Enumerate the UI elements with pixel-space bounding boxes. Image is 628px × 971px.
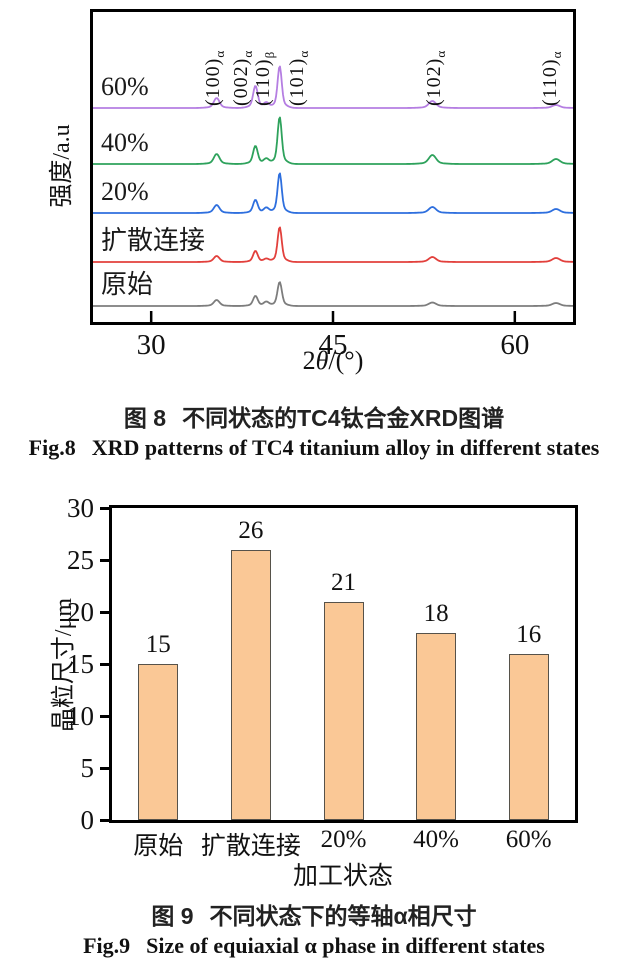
bar-原始 — [138, 664, 179, 820]
fig9-caption-en-text: Size of equiaxial α phase in different s… — [146, 933, 545, 958]
xrd-curve-扩散连接 — [93, 226, 573, 263]
bar-category-label-原始: 原始 — [133, 833, 184, 860]
bar-value-label-60%: 16 — [516, 620, 542, 648]
xrd-series-label-扩散连接: 扩散连接 — [101, 226, 206, 255]
fig8-y-axis-title: 强度/a.u — [49, 124, 75, 208]
xrd-curve-60% — [93, 65, 573, 109]
fig8-caption-zh-number: 图 8 — [123, 405, 167, 431]
xrd-curve-40% — [93, 116, 573, 165]
xrd-plot-box: (100)α (002)α (110)β (101)α (102)α (110)α 60% 4… — [90, 9, 576, 325]
fig8-x-axis-title: 2θ/(°) — [302, 346, 364, 375]
bar-y-tick-mark-5 — [100, 766, 109, 770]
fig9-caption-zh-number: 图 9 — [151, 903, 194, 929]
bar-y-tick-label-15: 15 — [67, 649, 94, 679]
bar-category-label-扩散连接: 扩散连接 — [200, 833, 301, 860]
bar-category-label-60%: 60% — [505, 826, 552, 853]
bar-y-tick-mark-15 — [100, 662, 109, 666]
fig9-caption-zh: 图 9 不同状态下的等轴α相尺寸 — [0, 897, 628, 931]
bar-扩散连接 — [230, 549, 271, 820]
xrd-x-tick-label-30: 30 — [136, 329, 166, 361]
bar-60% — [508, 653, 549, 820]
bar-y-tick-mark-0 — [100, 818, 109, 822]
bar-y-tick-label-10: 10 — [67, 701, 94, 731]
xrd-x-tick-label-45: 45 — [318, 329, 348, 361]
xrd-series-label-20%: 20% — [101, 177, 149, 206]
fig8-caption-en-number: Fig.8 — [28, 435, 76, 460]
xrd-series-label-原始: 原始 — [101, 270, 154, 299]
bar-plot-box: 15 26 21 18 16 — [109, 505, 578, 823]
fig9-caption-zh-text: 不同状态下的等轴α相尺寸 — [209, 903, 477, 929]
xrd-curve-原始 — [93, 281, 573, 307]
bar-y-tick-label-5: 5 — [80, 753, 95, 783]
bar-y-tick-label-25: 25 — [67, 545, 94, 575]
bar-y-tick-mark-10 — [100, 714, 109, 718]
xrd-peak-label-(101)α: (101)α — [285, 50, 311, 106]
fig9-caption-en-number: Fig.9 — [83, 933, 131, 958]
bar-y-tick-label-20: 20 — [67, 597, 94, 627]
bar-value-label-40%: 18 — [423, 599, 449, 627]
bar-value-label-原始: 15 — [145, 631, 171, 658]
bar-40% — [416, 632, 457, 820]
fig8-caption-zh-text: 不同状态的TC4钛合金XRD图谱 — [182, 405, 505, 431]
fig8-caption-zh: 图 8 不同状态的TC4钛合金XRD图谱 — [0, 399, 628, 433]
xrd-x-tick-label-60: 60 — [500, 329, 530, 361]
xrd-peak-label-(002)α: (002)α — [229, 50, 255, 106]
bar-value-label-扩散连接: 26 — [238, 516, 264, 544]
xrd-peak-label-(110)β: (110)β — [251, 51, 277, 106]
fig8-caption-en: Fig.8 XRD patterns of TC4 titanium alloy … — [0, 435, 628, 461]
xrd-series-label-40%: 40% — [101, 128, 149, 157]
xrd-series-label-60%: 60% — [101, 72, 149, 101]
fig9-caption-en: Fig.9 Size of equiaxial α phase in differ… — [0, 933, 628, 959]
fig8-caption-en-text: XRD patterns of TC4 titanium alloy in di… — [91, 435, 600, 460]
xrd-peak-label-(110)α: (110)α — [538, 51, 564, 106]
xrd-curve-20% — [93, 172, 573, 214]
bar-y-tick-label-0: 0 — [80, 805, 95, 835]
bar-20% — [323, 601, 364, 820]
bar-y-tick-mark-25 — [100, 558, 109, 562]
xrd-peak-label-(100)α: (100)α — [202, 50, 227, 106]
bar-category-label-40%: 40% — [413, 826, 459, 853]
bar-y-tick-mark-20 — [100, 610, 109, 614]
xrd-peak-label-(102)α: (102)α — [422, 50, 448, 106]
bar-y-tick-label-30: 30 — [67, 493, 94, 523]
bar-value-label-20%: 21 — [331, 568, 356, 596]
bar-category-label-20%: 20% — [320, 826, 367, 853]
fig9-y-axis-title: 晶粒尺寸/μm — [51, 597, 77, 733]
xrd-curves-svg — [93, 65, 573, 322]
bar-y-tick-mark-30 — [100, 506, 109, 510]
fig9-x-axis-title: 加工状态 — [292, 863, 393, 890]
